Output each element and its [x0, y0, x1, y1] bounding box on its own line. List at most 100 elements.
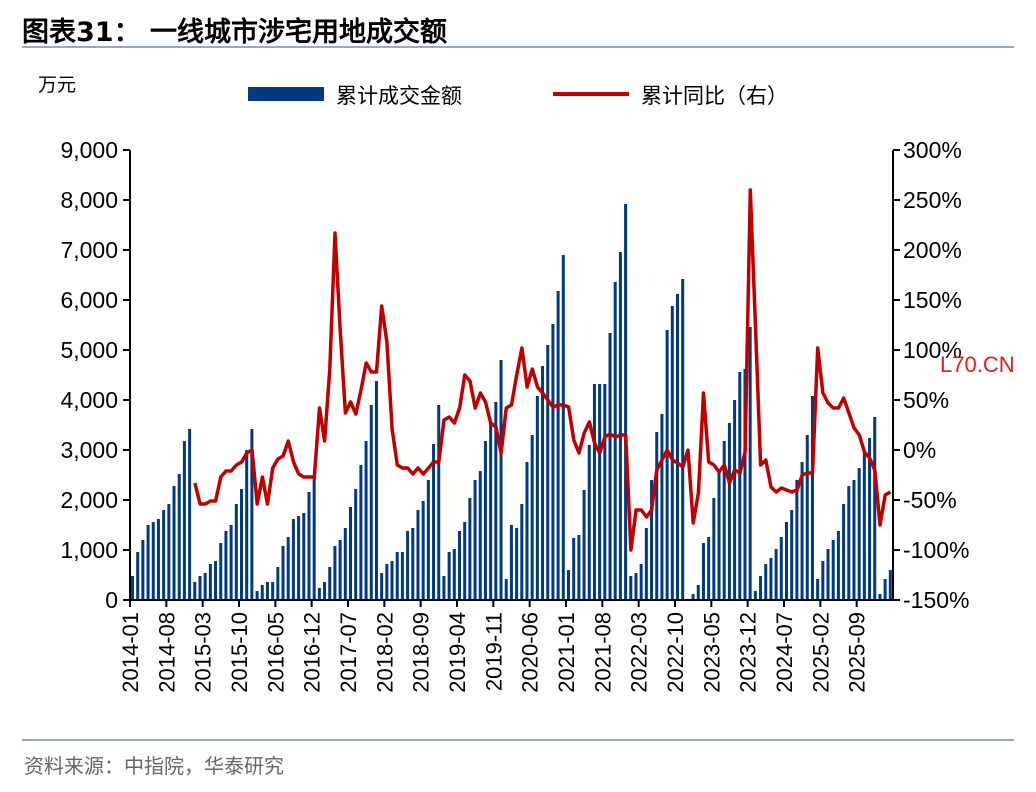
bar: [561, 255, 565, 600]
x-tick-label: 2015-10: [227, 612, 252, 693]
bar: [598, 384, 602, 600]
bar: [151, 522, 155, 600]
bar: [603, 384, 607, 600]
bar: [338, 540, 342, 600]
bar: [240, 489, 243, 600]
bar: [753, 591, 757, 600]
bar: [219, 543, 223, 600]
bar: [738, 372, 742, 600]
bar: [468, 498, 472, 600]
bar: [312, 477, 316, 600]
bar: [707, 537, 711, 600]
bar: [260, 585, 264, 600]
bar: [141, 540, 145, 600]
right-tick-label: 250%: [903, 187, 962, 213]
bar: [655, 432, 659, 600]
bar: [416, 510, 420, 600]
left-tick-label: 2,000: [60, 487, 118, 513]
right-tick-label: 50%: [903, 387, 949, 413]
x-tick-label: 2016-05: [263, 612, 288, 693]
x-tick-label: 2024-07: [772, 612, 797, 693]
bar: [245, 450, 249, 600]
x-tick-label: 2017-07: [336, 612, 361, 693]
bar: [691, 594, 695, 600]
x-tick-label: 2014-08: [154, 612, 179, 693]
bar: [733, 400, 737, 600]
bar: [400, 552, 404, 600]
bar: [676, 294, 679, 600]
bar: [369, 405, 373, 600]
bar: [349, 507, 352, 600]
bar: [421, 501, 425, 600]
bar: [774, 549, 778, 600]
right-tick-label: 300%: [903, 137, 962, 163]
bar: [162, 510, 166, 600]
left-tick-label: 6,000: [60, 287, 118, 313]
bar: [836, 531, 840, 600]
x-tick-label: 2023-12: [736, 612, 761, 693]
yoy-line: [193, 188, 892, 552]
bar: [255, 591, 259, 600]
bar: [852, 480, 856, 600]
bar: [592, 384, 596, 600]
x-tick-label: 2016-12: [300, 612, 325, 693]
bar: [769, 558, 773, 600]
right-tick-label: 0%: [903, 437, 936, 463]
title-divider: [22, 46, 1014, 48]
bar: [795, 480, 799, 600]
bar: [717, 470, 721, 600]
right-tick-label: -150%: [903, 587, 969, 613]
bar: [426, 480, 430, 600]
bar: [136, 552, 140, 600]
bar: [229, 525, 233, 600]
bar: [146, 525, 150, 600]
bar: [629, 576, 633, 600]
right-tick-label: -100%: [903, 537, 969, 563]
bar: [541, 366, 545, 600]
left-tick-label: 8,000: [60, 187, 118, 213]
bar: [515, 528, 519, 600]
bar: [816, 579, 820, 600]
bar: [489, 423, 493, 600]
bar: [535, 396, 539, 600]
bar: [727, 423, 731, 600]
bar: [644, 528, 648, 600]
x-tick-label: 2025-09: [845, 612, 870, 693]
bar: [182, 441, 186, 600]
x-tick-label: 2018-02: [372, 612, 397, 693]
bar: [203, 573, 207, 600]
x-tick-label: 2014-01: [118, 612, 143, 693]
bar: [343, 528, 347, 600]
bar: [520, 504, 524, 600]
bar: [831, 540, 835, 600]
bar: [582, 490, 586, 600]
bar: [286, 537, 290, 600]
left-tick-label: 0: [105, 587, 118, 613]
bar: [499, 360, 503, 600]
bar: [665, 330, 669, 600]
bar: [546, 345, 550, 600]
x-tick-label: 2022-03: [627, 612, 652, 693]
bar: [873, 417, 877, 600]
x-tick-label: 2022-10: [663, 612, 688, 693]
bar: [333, 546, 337, 600]
bar: [188, 429, 192, 600]
source-note: 资料来源：中指院，华泰研究: [24, 754, 284, 778]
bar: [167, 504, 171, 600]
bar: [800, 462, 804, 600]
bar: [670, 306, 674, 600]
bar: [374, 381, 378, 600]
bar: [354, 489, 358, 600]
bar: [862, 453, 866, 600]
right-tick-label: 100%: [903, 337, 962, 363]
bar: [281, 546, 285, 600]
footer-divider: [22, 739, 1014, 741]
x-tick-label: 2020-06: [518, 612, 543, 693]
bar: [681, 279, 685, 600]
bar: [634, 573, 638, 600]
bar: [847, 486, 851, 600]
bar: [868, 438, 872, 600]
bar: [234, 504, 238, 600]
bar: [302, 513, 306, 600]
